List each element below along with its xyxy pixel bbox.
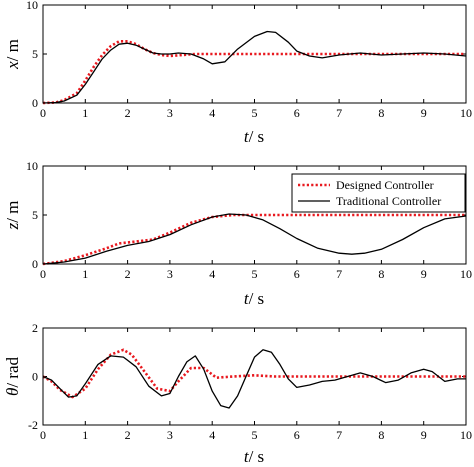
x-tick-label: 7 <box>336 106 342 120</box>
y-tick-label: 5 <box>32 208 38 222</box>
series-line-designed <box>42 348 466 399</box>
x-axis-variable: t <box>244 289 250 308</box>
y-axis-variable: x <box>3 61 22 70</box>
x-tick-label: 3 <box>167 428 173 442</box>
x-axis-label: t/ s <box>244 127 264 146</box>
x-tick-label: 8 <box>378 106 384 120</box>
x-tick-label: 6 <box>294 106 300 120</box>
series-line-designed <box>42 213 466 266</box>
y-axis-variable: θ <box>3 388 22 396</box>
y-axis-variable: z <box>3 222 22 230</box>
x-tick-label: 1 <box>82 428 88 442</box>
y-axis-label: x/ m <box>3 39 22 70</box>
x-tick-label: 5 <box>252 428 258 442</box>
y-tick-label: 0 <box>32 96 38 110</box>
x-tick-label: 7 <box>336 267 342 281</box>
x-tick-label: 4 <box>209 267 215 281</box>
axes-frame <box>42 327 467 426</box>
series-line-designed <box>42 40 466 105</box>
x-tick-label: 0 <box>40 428 46 442</box>
axes-frame <box>42 165 467 265</box>
x-axis-label: t/ s <box>244 447 264 466</box>
y-axis-unit: / m <box>3 201 22 223</box>
x-tick-label: 0 <box>40 106 46 120</box>
x-axis-unit: / s <box>249 447 265 466</box>
x-tick-label: 4 <box>209 106 215 120</box>
x-tick-label: 10 <box>460 267 472 281</box>
legend-label-designed: Designed Controller <box>336 178 434 192</box>
x-axis-unit: / s <box>249 127 265 146</box>
x-axis-unit: / s <box>249 289 265 308</box>
x-tick-label: 5 <box>252 106 258 120</box>
y-axis-label: θ/ rad <box>3 356 22 396</box>
x-tick-label: 1 <box>82 267 88 281</box>
legend-box <box>291 173 466 213</box>
x-axis-variable: t <box>244 127 250 146</box>
x-tick-label: 9 <box>421 428 427 442</box>
series-line-traditional <box>42 30 467 104</box>
y-tick-label: 0 <box>32 370 38 384</box>
x-tick-label: 3 <box>167 267 173 281</box>
y-tick-label: 0 <box>32 257 38 271</box>
series-line-traditional <box>42 213 467 265</box>
y-axis-unit: / rad <box>3 356 22 387</box>
y-axis-unit: / m <box>3 39 22 61</box>
x-tick-label: 3 <box>167 106 173 120</box>
x-tick-label: 10 <box>460 106 472 120</box>
y-tick-label: 5 <box>32 47 38 61</box>
y-axis-label: z/ m <box>3 201 22 231</box>
x-tick-label: 8 <box>378 267 384 281</box>
x-tick-label: 0 <box>40 267 46 281</box>
y-tick-label: 10 <box>26 159 38 173</box>
series-line-traditional <box>42 349 466 409</box>
x-axis-label: t/ s <box>244 289 264 308</box>
y-tick-label: 2 <box>32 321 38 335</box>
x-tick-label: 6 <box>294 428 300 442</box>
y-tick-label: -2 <box>28 418 38 432</box>
x-tick-label: 2 <box>125 267 131 281</box>
x-tick-label: 2 <box>125 428 131 442</box>
x-tick-label: 4 <box>209 428 215 442</box>
x-tick-label: 2 <box>125 106 131 120</box>
x-tick-label: 10 <box>460 428 472 442</box>
x-tick-label: 7 <box>336 428 342 442</box>
axes-frame <box>42 4 467 104</box>
x-tick-label: 8 <box>378 428 384 442</box>
x-axis-variable: t <box>244 447 250 466</box>
x-tick-label: 9 <box>421 106 427 120</box>
x-tick-label: 5 <box>252 267 258 281</box>
x-tick-label: 9 <box>421 267 427 281</box>
x-tick-label: 6 <box>294 267 300 281</box>
y-tick-label: 10 <box>26 0 38 12</box>
legend-label-traditional: Traditional Controller <box>336 194 441 208</box>
x-tick-label: 1 <box>82 106 88 120</box>
